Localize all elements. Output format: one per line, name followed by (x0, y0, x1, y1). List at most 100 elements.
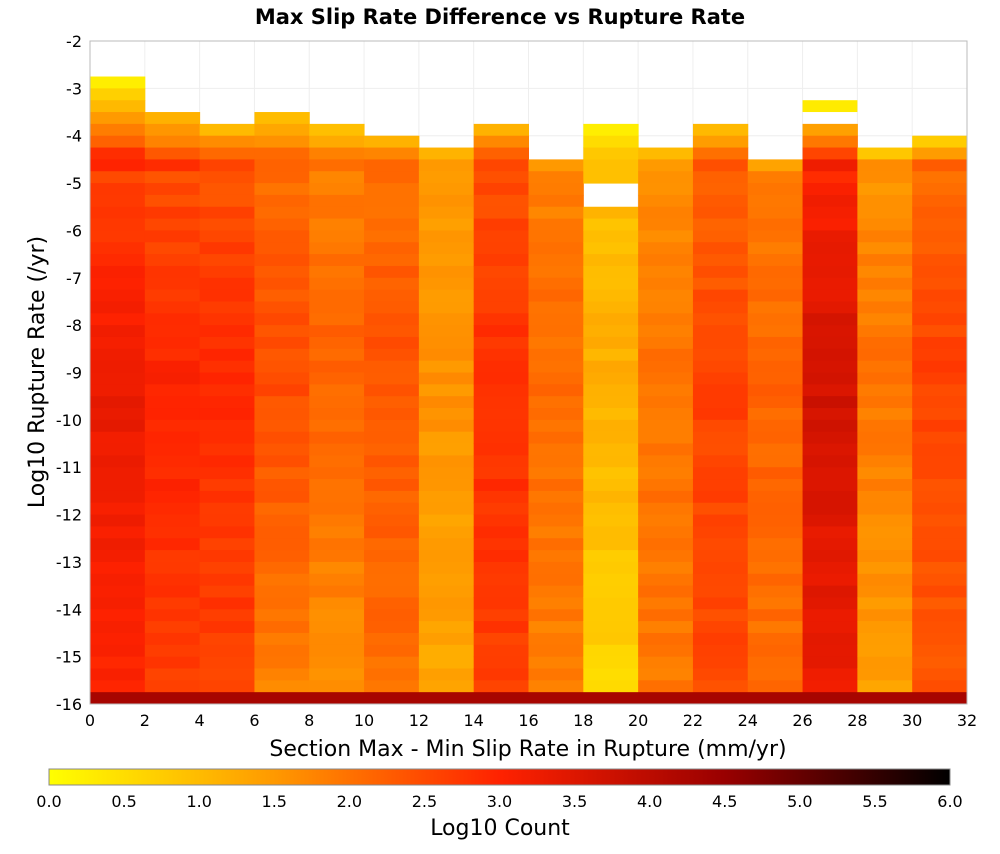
heatmap-cell (747, 265, 804, 279)
heatmap-cell (583, 490, 639, 504)
heatmap-cell (747, 431, 804, 445)
heatmap-cell (418, 360, 475, 373)
heatmap-cell (583, 644, 639, 658)
heatmap-cell (638, 431, 694, 445)
heatmap-cell (309, 123, 365, 137)
heatmap-cell (638, 644, 694, 658)
heatmap-cell (364, 680, 420, 693)
heatmap-cell (692, 230, 749, 243)
heatmap-cell (144, 159, 201, 172)
x-tick-label: 8 (304, 711, 314, 730)
heatmap-cell (912, 277, 968, 291)
heatmap-cell (144, 171, 201, 184)
heatmap-cell (364, 289, 420, 302)
heatmap-cell (254, 408, 310, 421)
heatmap-cell (857, 632, 913, 646)
heatmap-cell (583, 242, 639, 255)
heatmap-cell (418, 550, 475, 563)
heatmap-cell (692, 242, 749, 255)
heatmap-cell (747, 372, 804, 385)
heatmap-cell (638, 277, 694, 291)
heatmap-cell (254, 597, 310, 610)
heatmap-cell (254, 644, 310, 658)
heatmap-cell (802, 313, 858, 326)
heatmap-cell (857, 490, 913, 504)
heatmap-cell (638, 538, 694, 551)
heatmap-cell (90, 277, 146, 291)
heatmap-cell (90, 313, 146, 326)
heatmap-cell (309, 265, 365, 279)
heatmap-cell (857, 194, 913, 208)
heatmap-cell (692, 206, 749, 220)
heatmap-cell (583, 360, 639, 373)
heatmap-cell (747, 668, 804, 681)
heatmap-cell (857, 218, 913, 231)
heatmap-cell (473, 313, 529, 326)
heatmap-cell (309, 668, 365, 681)
heatmap-cell (418, 313, 475, 326)
heatmap-cell (692, 668, 749, 681)
heatmap-cell (144, 277, 201, 291)
heatmap-cell (583, 668, 639, 681)
heatmap-cell (857, 384, 913, 397)
heatmap-cell (364, 242, 420, 255)
heatmap-cell (802, 502, 858, 516)
heatmap-cell (912, 490, 968, 504)
heatmap-cell (857, 336, 913, 350)
heatmap-cell (309, 419, 365, 433)
heatmap-cell (144, 147, 201, 160)
heatmap-cell (254, 372, 310, 385)
heatmap-cell (802, 230, 858, 243)
heatmap-cell (473, 408, 529, 421)
heatmap-cell (199, 467, 255, 480)
heatmap-cell (638, 301, 694, 314)
heatmap-cell (90, 538, 146, 551)
heatmap-cell (528, 265, 584, 279)
heatmap-cell (473, 668, 529, 681)
heatmap-cell (528, 254, 584, 267)
heatmap-cell (473, 573, 529, 587)
heatmap-cell (912, 644, 968, 658)
heatmap-cell (528, 609, 584, 622)
x-tick-label: 28 (847, 711, 867, 730)
heatmap-cell (747, 467, 804, 480)
y-tick-label: -15 (56, 648, 82, 667)
heatmap-cell (692, 277, 749, 291)
heatmap-cell (528, 230, 584, 243)
heatmap-cell (912, 242, 968, 255)
y-tick-labels: -2 -3 -4 -5 -6 -7 -8 -9 -10 -11 -12 -13 -14 -15 -16 (56, 32, 82, 714)
heatmap-cell (583, 526, 639, 539)
heatmap-cell (144, 490, 201, 504)
heatmap-cell (364, 336, 420, 350)
heatmap-cell (199, 479, 255, 492)
heatmap-cell (528, 183, 584, 196)
heatmap-cell (857, 585, 913, 598)
heatmap-cell (802, 419, 858, 433)
heatmap-cell (747, 360, 804, 373)
heatmap-cell (912, 585, 968, 598)
heatmap-cell (364, 609, 420, 622)
heatmap-cell (364, 301, 420, 314)
heatmap-cell (90, 265, 146, 279)
heatmap-cell (364, 419, 420, 433)
heatmap-cell (692, 656, 749, 669)
heatmap-cell (418, 348, 475, 362)
heatmap-cell (473, 514, 529, 527)
heatmap-cell (912, 431, 968, 445)
heatmap-cell (747, 408, 804, 421)
heatmap-cell (912, 573, 968, 587)
heatmap-cell (583, 561, 639, 575)
heatmap-cell (912, 147, 968, 160)
heatmap-cell (638, 336, 694, 350)
heatmap-cell (583, 597, 639, 610)
heatmap-cell (638, 384, 694, 397)
heatmap-cell (309, 443, 365, 456)
heatmap-cell (802, 372, 858, 385)
heatmap-cell (747, 656, 804, 669)
heatmap-cell (802, 668, 858, 681)
heatmap-cell (802, 443, 858, 456)
heatmap-cell (254, 479, 310, 492)
heatmap-cell (144, 550, 201, 563)
heatmap-cell (90, 585, 146, 598)
heatmap-cell (692, 644, 749, 658)
